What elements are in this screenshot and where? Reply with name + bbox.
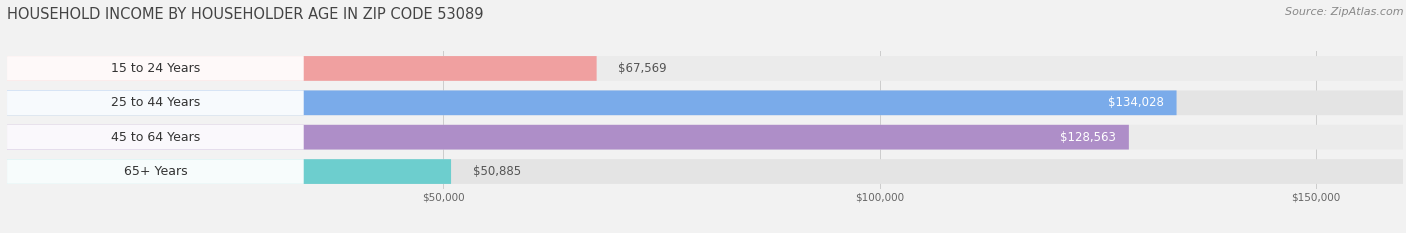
FancyBboxPatch shape [7, 159, 1403, 184]
Text: Source: ZipAtlas.com: Source: ZipAtlas.com [1285, 7, 1403, 17]
FancyBboxPatch shape [7, 56, 304, 81]
Text: 65+ Years: 65+ Years [124, 165, 187, 178]
FancyBboxPatch shape [7, 56, 596, 81]
Text: $128,563: $128,563 [1060, 131, 1116, 144]
Text: $67,569: $67,569 [619, 62, 666, 75]
FancyBboxPatch shape [7, 90, 1177, 115]
Text: $134,028: $134,028 [1108, 96, 1164, 109]
FancyBboxPatch shape [7, 159, 304, 184]
FancyBboxPatch shape [7, 90, 1403, 115]
FancyBboxPatch shape [7, 56, 1403, 81]
Text: HOUSEHOLD INCOME BY HOUSEHOLDER AGE IN ZIP CODE 53089: HOUSEHOLD INCOME BY HOUSEHOLDER AGE IN Z… [7, 7, 484, 22]
Text: 45 to 64 Years: 45 to 64 Years [111, 131, 200, 144]
FancyBboxPatch shape [7, 125, 304, 150]
Text: $50,885: $50,885 [472, 165, 522, 178]
Text: 15 to 24 Years: 15 to 24 Years [111, 62, 200, 75]
Text: 25 to 44 Years: 25 to 44 Years [111, 96, 200, 109]
FancyBboxPatch shape [7, 125, 1129, 150]
FancyBboxPatch shape [7, 90, 304, 115]
FancyBboxPatch shape [7, 159, 451, 184]
FancyBboxPatch shape [7, 125, 1403, 150]
